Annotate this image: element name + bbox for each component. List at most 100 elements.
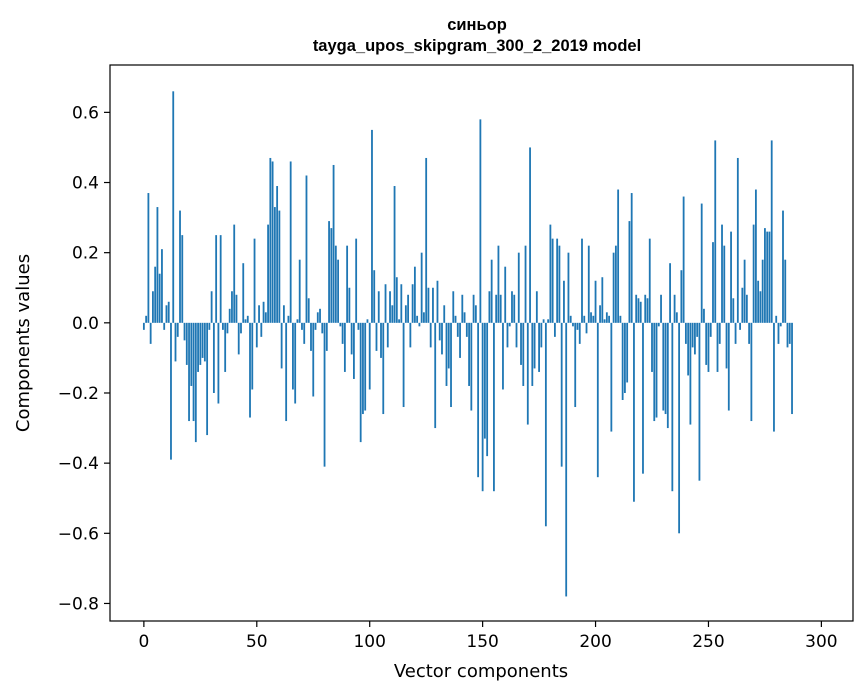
bar-182 <box>553 322 556 337</box>
bar-211 <box>619 315 622 323</box>
bar-250 <box>707 322 710 372</box>
bar-15 <box>176 322 179 337</box>
bar-279 <box>773 322 775 432</box>
bar-110 <box>391 305 394 323</box>
bar-130 <box>436 280 439 323</box>
bar-99 <box>366 319 369 323</box>
bar-167 <box>520 322 522 365</box>
bar-208 <box>612 252 615 323</box>
bar-76 <box>314 322 317 330</box>
bar-25 <box>199 322 202 365</box>
bar-268 <box>748 322 751 344</box>
bar-257 <box>723 245 726 323</box>
bar-62 <box>282 305 285 323</box>
bar-8 <box>161 249 163 323</box>
bar-165 <box>515 322 518 348</box>
bar-17 <box>181 235 184 323</box>
chart-subtitle: tayga_upos_skipgram_300_2_2019 model <box>313 37 641 55</box>
bar-220 <box>639 301 642 323</box>
bar-262 <box>734 322 737 344</box>
bar-275 <box>764 228 766 323</box>
y-tick-label: 0.0 <box>72 314 99 334</box>
bar-196 <box>585 322 588 334</box>
bar-184 <box>558 245 561 323</box>
bar-85 <box>334 245 337 323</box>
bar-92 <box>350 322 353 355</box>
bar-242 <box>689 322 692 425</box>
bar-252 <box>712 242 714 323</box>
bar-261 <box>732 298 735 323</box>
bar-145 <box>470 322 473 411</box>
bar-10 <box>165 305 168 323</box>
bar-4 <box>152 291 154 323</box>
bar-161 <box>506 322 509 348</box>
bar-163 <box>511 291 513 323</box>
bar-19 <box>185 322 188 365</box>
bar-198 <box>590 312 592 323</box>
bar-128 <box>432 287 434 323</box>
bar-1 <box>145 315 148 323</box>
bar-258 <box>725 322 728 369</box>
bar-13 <box>172 91 175 323</box>
bar-272 <box>757 280 760 323</box>
bar-69 <box>298 259 301 323</box>
x-tick-label: 0 <box>138 632 149 652</box>
bar-94 <box>355 238 358 323</box>
bar-56 <box>269 157 272 323</box>
y-axis-label: Components values <box>13 254 34 432</box>
bar-115 <box>402 322 405 408</box>
bar-97 <box>362 322 364 415</box>
bar-203 <box>601 277 604 323</box>
bar-231 <box>664 322 667 415</box>
bar-251 <box>709 322 712 337</box>
bar-286 <box>788 322 791 344</box>
bar-147 <box>474 305 477 323</box>
bar-11 <box>167 301 170 323</box>
bar-201 <box>596 322 599 478</box>
bar-157 <box>497 245 500 323</box>
bar-74 <box>310 322 312 351</box>
bar-233 <box>669 263 671 323</box>
bar-162 <box>508 322 511 327</box>
bar-181 <box>551 238 554 323</box>
bar-195 <box>583 315 586 323</box>
bar-248 <box>703 308 705 323</box>
bar-131 <box>438 322 441 341</box>
bar-170 <box>526 322 529 425</box>
bar-270 <box>752 224 755 323</box>
bar-213 <box>624 322 626 393</box>
bar-178 <box>544 322 547 527</box>
chart-title: синьор <box>447 16 507 34</box>
bar-61 <box>280 322 283 369</box>
bar-124 <box>423 312 425 323</box>
bar-54 <box>264 312 267 323</box>
bar-219 <box>637 298 640 323</box>
bar-206 <box>608 315 610 323</box>
bar-264 <box>739 322 741 330</box>
bar-21 <box>190 322 193 386</box>
bar-160 <box>504 266 507 323</box>
bar-223 <box>646 298 649 323</box>
bar-245 <box>696 322 699 337</box>
bar-236 <box>675 312 678 323</box>
bar-263 <box>736 157 739 323</box>
bar-214 <box>626 322 629 383</box>
bar-193 <box>578 322 581 344</box>
bar-228 <box>657 322 660 327</box>
bar-65 <box>289 161 292 323</box>
bar-238 <box>680 270 683 323</box>
bar-154 <box>490 259 493 323</box>
bar-138 <box>454 315 457 323</box>
bar-52 <box>260 322 263 337</box>
bar-5 <box>154 266 157 323</box>
bar-174 <box>535 291 538 323</box>
bar-96 <box>359 322 362 443</box>
bar-155 <box>493 322 495 492</box>
bar-284 <box>784 259 787 323</box>
bar-2 <box>147 193 150 323</box>
bar-169 <box>524 245 527 323</box>
bar-143 <box>465 322 468 337</box>
bar-46 <box>246 315 249 323</box>
bar-151 <box>483 322 486 439</box>
bar-9 <box>163 322 166 330</box>
